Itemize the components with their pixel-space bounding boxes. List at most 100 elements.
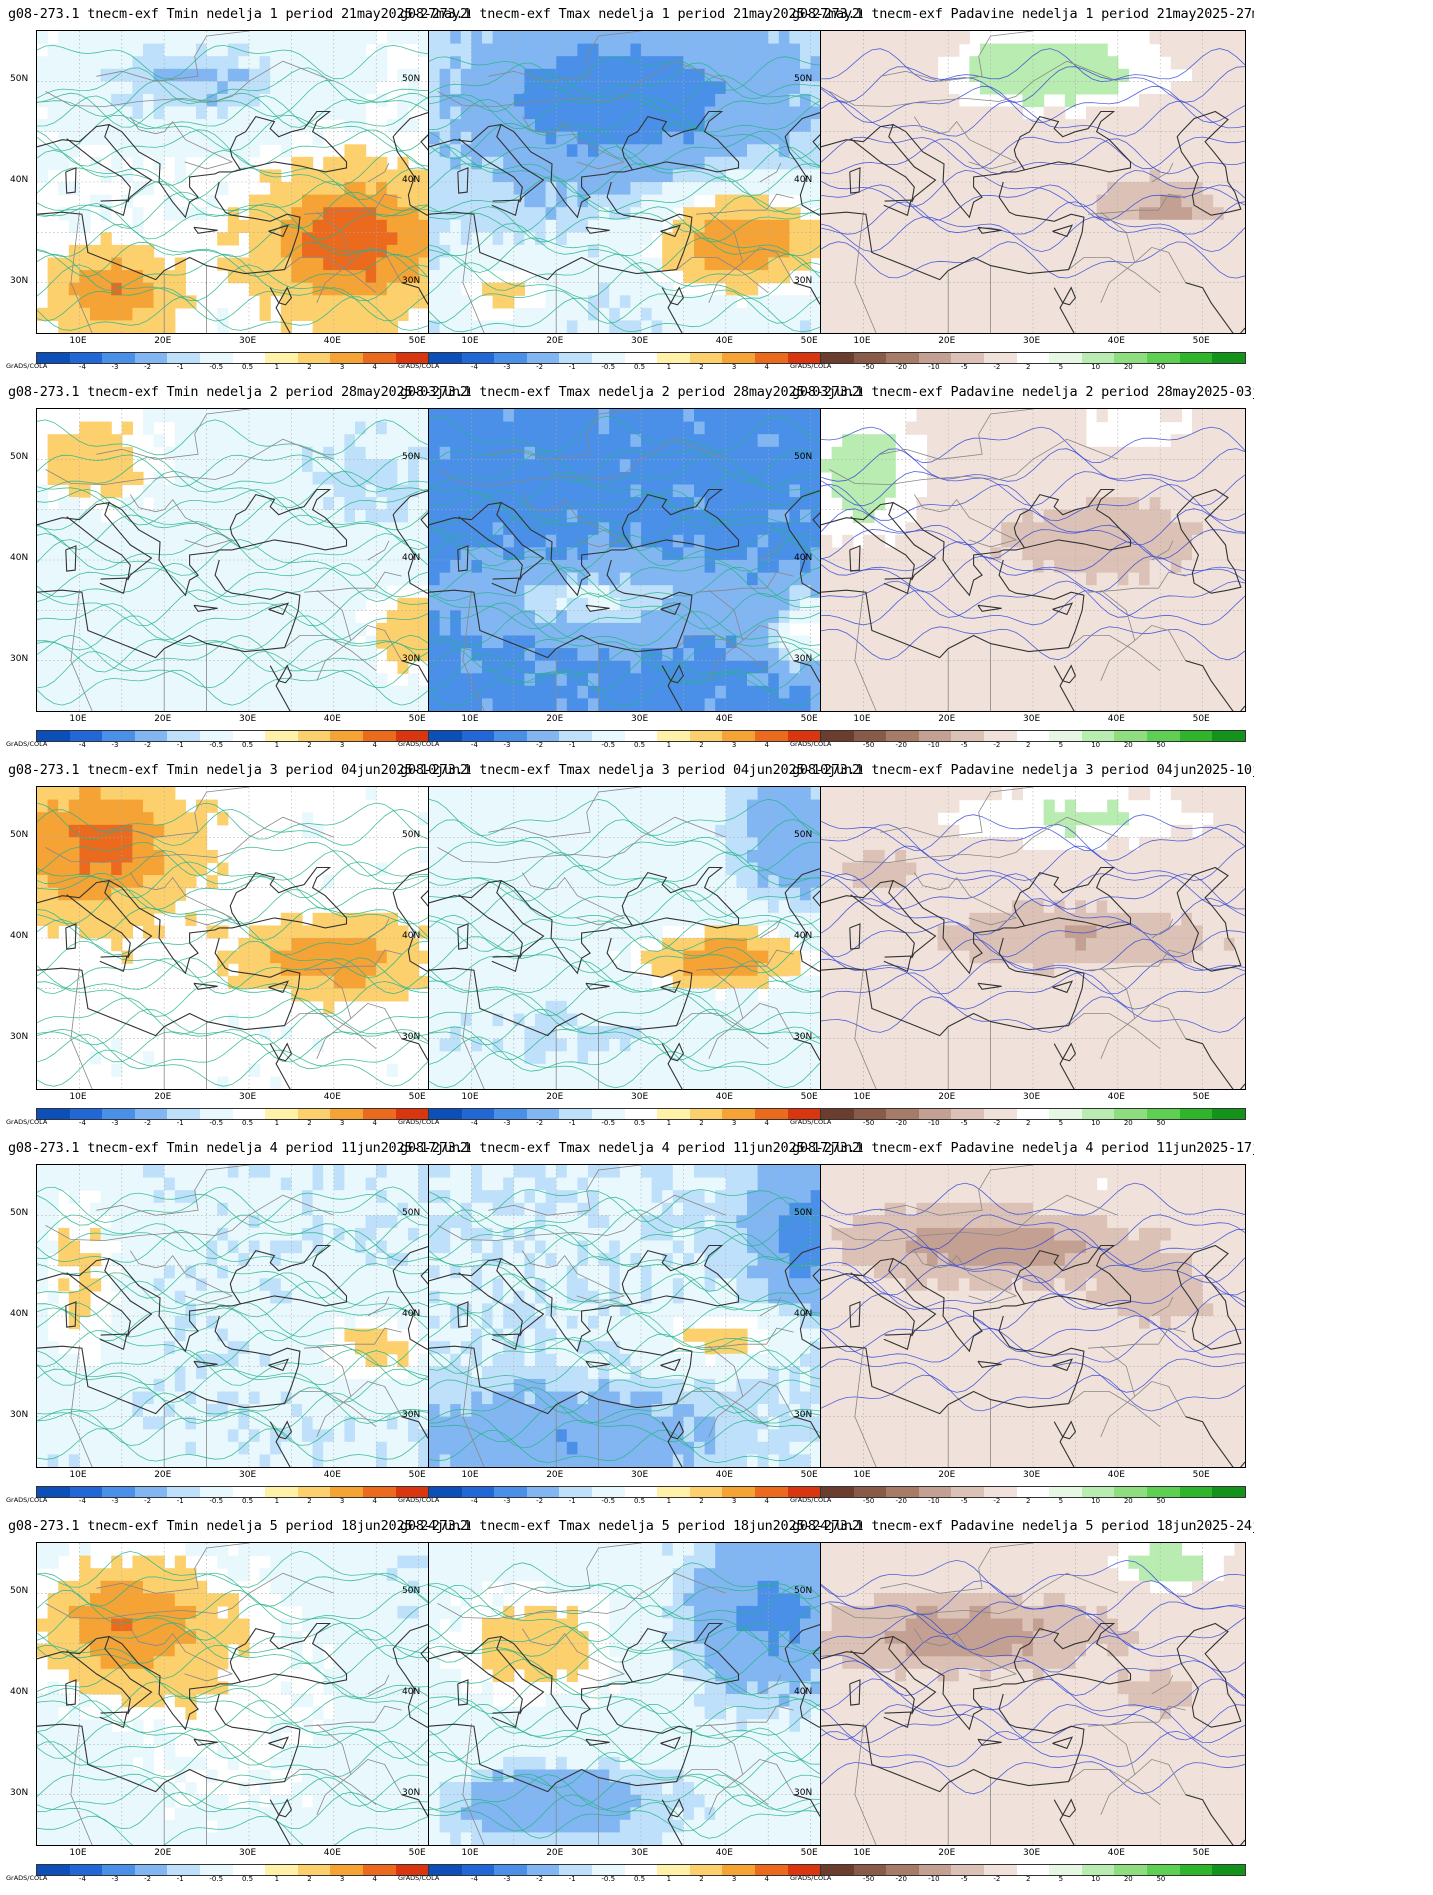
colorbar-label: 2: [307, 1497, 312, 1505]
colorbar-label: 1: [274, 1119, 280, 1127]
colorbar-label: -3: [111, 1875, 119, 1883]
lon-tick-label: 20E: [938, 1470, 956, 1480]
lon-tick-label: 10E: [461, 336, 479, 346]
colorbar-swatch: [200, 731, 233, 741]
colorbar-swatch: [200, 1109, 233, 1119]
colorbar-swatch: [1016, 353, 1050, 363]
colorbar-swatch: [1081, 1865, 1115, 1875]
colorbar-label: -2: [993, 741, 1001, 749]
lon-tick-label: 10E: [853, 1470, 871, 1480]
colorbar-swatch: [1212, 1865, 1245, 1875]
lat-tick-label: 40N: [794, 1687, 813, 1697]
colorbar-label: -10: [928, 1875, 940, 1883]
colorbar-label: -5: [960, 741, 968, 749]
colorbar-label: -50: [862, 363, 875, 371]
colorbar-swatch: [526, 731, 560, 741]
lon-tick-label: 50E: [408, 336, 426, 346]
colorbar-label: 2: [699, 741, 704, 749]
anomaly-map: [428, 1542, 854, 1846]
lon-tick-label: 50E: [800, 714, 818, 724]
colorbar-swatch: [461, 1109, 495, 1119]
lon-tick-label: 40E: [715, 714, 733, 724]
lon-tick-label: 40E: [323, 1470, 341, 1480]
lon-tick-label: 10E: [853, 336, 871, 346]
anomaly-map: [428, 408, 854, 712]
map-panel-tmax-week-3: g08-273.1 tnecm-exf Tmax nedelja 3 perio…: [394, 758, 864, 1134]
colorbar-label: -3: [111, 741, 119, 749]
lat-tick-label: 30N: [402, 1787, 421, 1798]
colorbar-swatch: [1179, 353, 1213, 363]
colorbar-label: 1: [666, 741, 672, 749]
colorbar-swatch: [429, 731, 462, 741]
colorbar-label: 20: [1123, 1119, 1133, 1127]
lon-tick-label: 50E: [408, 714, 426, 724]
lon-tick-label: 40E: [1107, 1848, 1125, 1858]
colorbar-label: 4: [372, 1119, 377, 1127]
colorbar-label: -2: [144, 1875, 152, 1883]
colorbar-swatch: [330, 353, 364, 363]
colorbar: [820, 352, 1246, 364]
credit-label: GrADS/COLA: [790, 362, 832, 370]
colorbar-label: 0.5: [634, 1497, 646, 1505]
colorbar-label: -4: [78, 741, 86, 749]
colorbar-label: -3: [111, 363, 119, 371]
colorbar-swatch: [1049, 1487, 1082, 1497]
colorbar-swatch: [200, 1487, 233, 1497]
colorbar-label: 0.5: [242, 1119, 254, 1127]
lon-tick-label: 40E: [715, 1470, 733, 1480]
colorbar-swatch: [395, 731, 429, 741]
colorbar-label: 20: [1123, 1875, 1133, 1883]
lat-tick-label: 50N: [402, 1208, 421, 1219]
credit-label: GrADS/COLA: [398, 740, 440, 748]
map-panel-tmax-week-1: g08-273.1 tnecm-exf Tmax nedelja 1 perio…: [394, 2, 864, 378]
colorbar-swatch: [918, 1865, 952, 1875]
credit-label: GrADS/COLA: [790, 740, 832, 748]
colorbar-swatch: [787, 353, 821, 363]
colorbar-swatch: [1212, 1109, 1245, 1119]
colorbar-swatch: [624, 1865, 658, 1875]
colorbar-swatch: [787, 1865, 821, 1875]
colorbar-swatch: [1147, 353, 1180, 363]
colorbar-swatch: [330, 731, 364, 741]
lon-tick-label: 40E: [323, 1092, 341, 1102]
colorbar-swatch: [886, 1865, 919, 1875]
colorbar-label: -10: [928, 1119, 940, 1127]
colorbar-swatch: [265, 1109, 298, 1119]
lat-tick-label: 30N: [10, 275, 29, 286]
map-canvas: [821, 1543, 1245, 1845]
colorbar-label: 4: [764, 1875, 769, 1883]
lon-tick-label: 20E: [154, 1092, 172, 1102]
colorbar-label: 2: [1026, 1119, 1031, 1127]
colorbar-swatch: [232, 1109, 266, 1119]
colorbar-swatch: [167, 1109, 201, 1119]
lon-tick-label: 50E: [1192, 1470, 1210, 1480]
map-canvas: [821, 787, 1245, 1089]
anomaly-map: [36, 1164, 462, 1468]
colorbar-label: -5: [960, 363, 968, 371]
colorbar-swatch: [395, 1109, 429, 1119]
colorbar-swatch: [526, 1487, 560, 1497]
colorbar-swatch: [167, 1865, 201, 1875]
panel-title: g08-273.1 tnecm-exf Tmin nedelja 5 perio…: [8, 1518, 470, 1534]
colorbar-swatch: [297, 731, 331, 741]
colorbar-swatch: [37, 731, 70, 741]
colorbar-swatch: [1049, 353, 1082, 363]
colorbar-label: -1: [176, 363, 184, 371]
colorbar-swatch: [1147, 1865, 1180, 1875]
colorbar-label: 1: [666, 1497, 672, 1505]
lon-tick-label: 10E: [69, 1848, 87, 1858]
colorbar-label: -3: [503, 1119, 511, 1127]
lat-tick-label: 40N: [794, 175, 813, 185]
colorbar-swatch: [134, 731, 168, 741]
colorbar-label: -4: [470, 741, 478, 749]
colorbar-label: 50: [1156, 1119, 1166, 1127]
colorbar-label: 3: [339, 1875, 345, 1883]
lat-tick-label: 50N: [794, 452, 813, 463]
lon-tick-label: 30E: [239, 336, 257, 346]
colorbar-label: 2: [699, 1497, 704, 1505]
colorbar-label: -20: [895, 1119, 907, 1127]
colorbar-swatch: [624, 1109, 658, 1119]
colorbar-swatch: [297, 353, 331, 363]
colorbar-swatch: [526, 353, 560, 363]
